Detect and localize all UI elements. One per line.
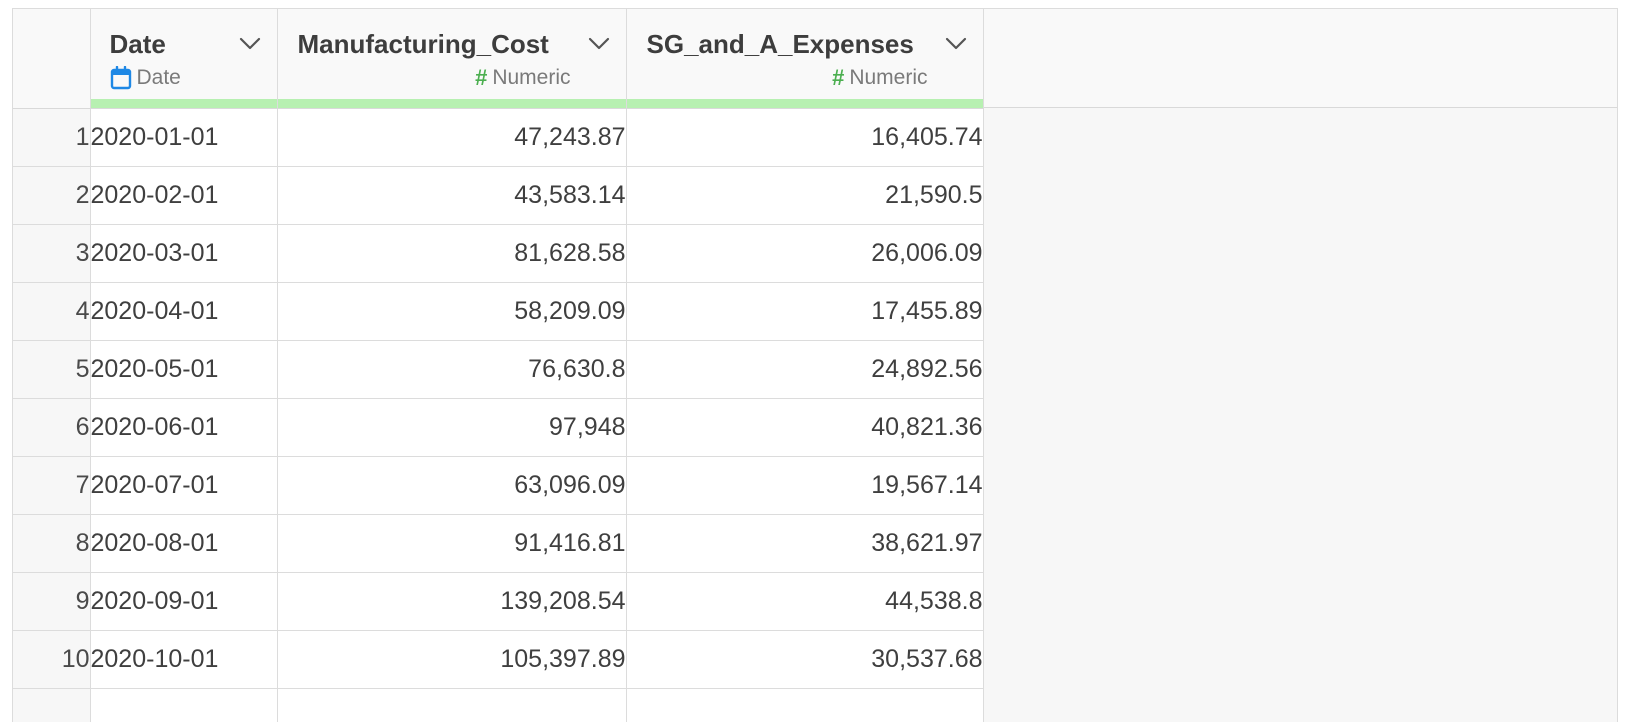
column-type: # Numeric (475, 66, 570, 90)
column-header-sg-and-a-expenses[interactable]: SG_and_A_Expenses # Numeric (626, 9, 984, 109)
data-grid: Date Date (12, 8, 1618, 722)
chevron-down-icon[interactable] (588, 35, 610, 51)
manufacturing-cost-cell[interactable]: 76,630.8 (277, 340, 627, 399)
row-number: 6 (13, 398, 91, 457)
table-row: 4 2020-04-01 58,209.09 17,455.89 (13, 282, 984, 341)
row-number: 8 (13, 514, 91, 573)
chevron-down-icon[interactable] (239, 35, 261, 51)
row-number (13, 688, 91, 722)
calendar-icon (110, 66, 132, 90)
date-cell[interactable]: 2020-07-01 (90, 456, 278, 515)
column-title: SG_and_A_Expenses (646, 29, 914, 59)
date-cell[interactable] (90, 688, 278, 722)
table-row: 2 2020-02-01 43,583.14 21,590.5 (13, 166, 984, 225)
hash-icon: # (475, 65, 488, 90)
date-cell[interactable]: 2020-09-01 (90, 572, 278, 631)
table-row: 7 2020-07-01 63,096.09 19,567.14 (13, 456, 984, 515)
sg-and-a-expenses-cell[interactable]: 21,590.5 (626, 166, 984, 225)
date-cell[interactable]: 2020-04-01 (90, 282, 278, 341)
manufacturing-cost-cell[interactable]: 97,948 (277, 398, 627, 457)
table-row: 9 2020-09-01 139,208.54 44,538.8 (13, 572, 984, 631)
column-header-date[interactable]: Date Date (90, 9, 278, 109)
date-cell[interactable]: 2020-01-01 (90, 108, 278, 167)
row-number: 3 (13, 224, 91, 283)
data-quality-bar (626, 98, 983, 108)
row-number: 5 (13, 340, 91, 399)
column-title: Date (109, 29, 166, 59)
manufacturing-cost-cell[interactable]: 63,096.09 (277, 456, 627, 515)
manufacturing-cost-cell[interactable]: 58,209.09 (277, 282, 627, 341)
table-row: 8 2020-08-01 91,416.81 38,621.97 (13, 514, 984, 573)
date-cell[interactable]: 2020-03-01 (90, 224, 278, 283)
sg-and-a-expenses-cell[interactable]: 19,567.14 (626, 456, 984, 515)
row-number: 4 (13, 282, 91, 341)
date-cell[interactable]: 2020-08-01 (90, 514, 278, 573)
row-number: 9 (13, 572, 91, 631)
sg-and-a-expenses-cell[interactable]: 16,405.74 (626, 108, 984, 167)
table-row: 6 2020-06-01 97,948 40,821.36 (13, 398, 984, 457)
column-type-label: Numeric (849, 66, 928, 89)
sg-and-a-expenses-cell[interactable]: 44,538.8 (626, 572, 984, 631)
manufacturing-cost-cell[interactable]: 105,397.89 (277, 630, 627, 689)
data-table: Date Date (13, 9, 984, 722)
manufacturing-cost-cell[interactable]: 139,208.54 (277, 572, 627, 631)
row-number: 1 (13, 108, 91, 167)
row-number-header (13, 9, 91, 109)
column-type-label: Date (136, 66, 181, 89)
manufacturing-cost-cell[interactable] (277, 688, 627, 722)
sg-and-a-expenses-cell[interactable] (626, 688, 984, 722)
data-quality-bar (90, 98, 277, 108)
column-header-manufacturing-cost[interactable]: Manufacturing_Cost # Numeric (277, 9, 627, 109)
column-title: Manufacturing_Cost (297, 29, 549, 59)
data-quality-bar (277, 98, 626, 108)
row-number: 2 (13, 166, 91, 225)
row-number: 10 (13, 630, 91, 689)
sg-and-a-expenses-cell[interactable]: 40,821.36 (626, 398, 984, 457)
chevron-down-icon[interactable] (945, 35, 967, 51)
date-cell[interactable]: 2020-06-01 (90, 398, 278, 457)
table-row-partial (13, 688, 984, 722)
hash-icon: # (832, 65, 845, 90)
row-number: 7 (13, 456, 91, 515)
table-row: 5 2020-05-01 76,630.8 24,892.56 (13, 340, 984, 399)
table-row: 3 2020-03-01 81,628.58 26,006.09 (13, 224, 984, 283)
sg-and-a-expenses-cell[interactable]: 17,455.89 (626, 282, 984, 341)
sg-and-a-expenses-cell[interactable]: 26,006.09 (626, 224, 984, 283)
table-row: 10 2020-10-01 105,397.89 30,537.68 (13, 630, 984, 689)
sg-and-a-expenses-cell[interactable]: 38,621.97 (626, 514, 984, 573)
table-row: 1 2020-01-01 47,243.87 16,405.74 (13, 108, 984, 167)
sg-and-a-expenses-cell[interactable]: 30,537.68 (626, 630, 984, 689)
column-type-label: Numeric (492, 66, 571, 89)
date-cell[interactable]: 2020-10-01 (90, 630, 278, 689)
sg-and-a-expenses-cell[interactable]: 24,892.56 (626, 340, 984, 399)
manufacturing-cost-cell[interactable]: 47,243.87 (277, 108, 627, 167)
date-cell[interactable]: 2020-05-01 (90, 340, 278, 399)
date-cell[interactable]: 2020-02-01 (90, 166, 278, 225)
column-type: # Numeric (832, 66, 927, 90)
manufacturing-cost-cell[interactable]: 43,583.14 (277, 166, 627, 225)
manufacturing-cost-cell[interactable]: 81,628.58 (277, 224, 627, 283)
manufacturing-cost-cell[interactable]: 91,416.81 (277, 514, 627, 573)
column-type: Date (110, 66, 181, 90)
